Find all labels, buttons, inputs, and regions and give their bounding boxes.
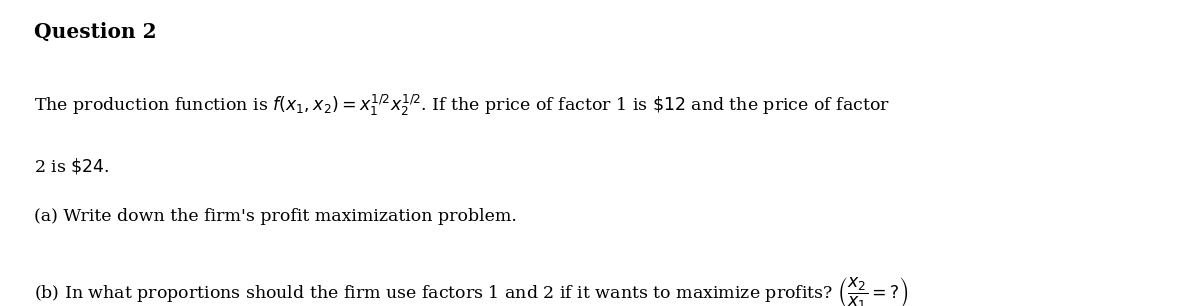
Text: (b) In what proportions should the firm use factors 1 and 2 if it wants to maxim: (b) In what proportions should the firm … — [34, 275, 908, 306]
Text: (a) Write down the firm's profit maximization problem.: (a) Write down the firm's profit maximiz… — [34, 208, 516, 225]
Text: The production function is $f(x_1, x_2) = x_1^{1/2} x_2^{1/2}$. If the price of : The production function is $f(x_1, x_2) … — [34, 92, 889, 118]
Text: Question 2: Question 2 — [34, 21, 156, 41]
Text: 2 is $\$24$.: 2 is $\$24$. — [34, 156, 109, 176]
